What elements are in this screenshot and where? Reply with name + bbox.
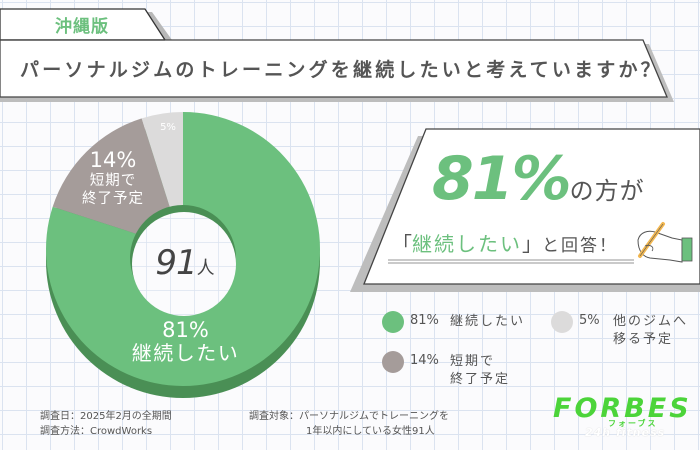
legend-dot-green [382,311,404,333]
survey-method: 調査方法：CrowdWorks [40,426,153,437]
legend-text-line1: 短期で [450,354,496,369]
survey-question-title: パーソナルジムのトレーニングを継続したいと考えていますか？ [20,59,663,81]
brand-logo-kana: フォーブス [608,419,658,428]
slice-pct-continue: 81% [162,318,209,342]
close-quote: 」 [522,232,542,256]
survey-target-line2: 1年以内にしている女性91人 [306,426,435,437]
slice-pct-short-term: 14% [89,148,137,172]
slice-text-short-term-1: 短期で [89,173,137,190]
callout-highlight: 継続したい [412,232,522,256]
slice-pct-other-gym: 5% [160,122,176,133]
brand-logo-sub: 24h fitness [585,426,666,439]
survey-target-line1: 調査対象：パーソナルジムでトレーニングを [249,411,449,422]
footnote-right: 調査対象：パーソナルジムでトレーニングを 1年以内にしている女性91人 [249,409,449,439]
respondent-count-unit: 人 [196,258,215,279]
callout-box [363,128,700,285]
slice-text-short-term-2: 終了予定 [82,191,144,208]
legend-item-continue: 81% 継続したい [382,311,526,333]
legend-dot-taupe [382,351,404,373]
respondent-count: 91人 [140,243,230,283]
legend-text: 継続したい [450,314,526,329]
title-bar [0,39,668,98]
legend-text-line1: 他のジムへ [613,314,689,329]
slice-label-short-term: 14% 短期で 終了予定 [68,148,158,208]
legend-pct: 5% [579,313,600,328]
survey-date: 調査日：2025年2月の全期間 [40,411,172,422]
legend-text-line2: 終了予定 [450,372,511,388]
legend-pct: 81% [410,313,439,328]
region-tab-label: 沖縄版 [55,17,109,37]
legend-text: 他のジムへ 移る予定 [613,313,688,349]
respondent-count-number: 91 [155,243,197,283]
callout-suffix: の方が [569,177,645,205]
open-quote: 「 [392,232,412,256]
footnote-left: 調査日：2025年2月の全期間 調査方法：CrowdWorks [40,409,172,439]
brand-logo: FORBES [553,393,692,424]
slice-text-continue: 継続したい [131,341,240,366]
callout-answer: 「継続したい」と回答！ [392,228,618,257]
hand-pencil-icon [637,222,693,263]
legend-text: 短期で 終了予定 [450,353,510,389]
legend-text-line2: 移る予定 [613,332,674,348]
callout-answered: と回答！ [542,236,618,256]
callout-headline: 81%の方が [432,144,645,214]
legend-dot-lightgray [551,311,573,333]
slice-label-other-gym: 5% [153,122,183,134]
slice-label-continue: 81% 継続したい [128,318,243,365]
callout-percent: 81% [432,144,572,214]
donut-hole [132,212,236,316]
legend-item-short-term: 14% 短期で 終了予定 [382,351,510,389]
legend-item-other-gym: 5% 他のジムへ 移る予定 [551,311,688,349]
legend-pct: 14% [410,353,439,368]
